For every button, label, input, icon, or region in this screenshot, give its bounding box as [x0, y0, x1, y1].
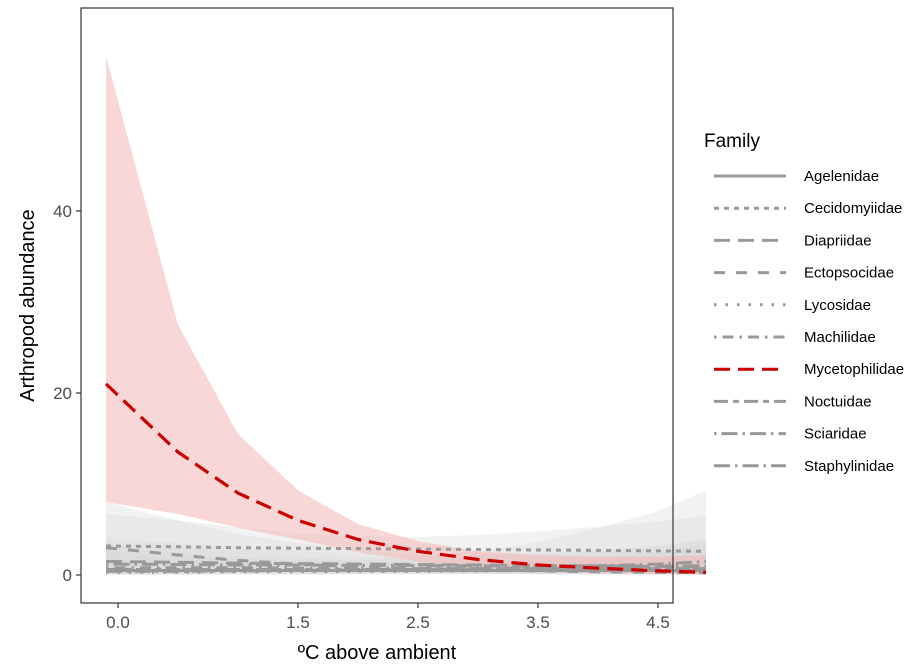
legend-label: Lycosidae [804, 297, 871, 314]
legend-label: Sciaridae [804, 426, 867, 443]
legend-item-lycosidae: Lycosidae [714, 297, 871, 314]
legend-item-machilidae: Machilidae [714, 329, 876, 346]
legend-label: Noctuidae [804, 393, 872, 410]
x-axis-title: ºC above ambient [298, 642, 457, 664]
legend-item-agelenidae: Agelenidae [714, 168, 879, 185]
series-lines [104, 382, 707, 575]
legend: Family Agelenidae Cecidomyiidae Diapriidae… [704, 131, 904, 475]
legend-label: Agelenidae [804, 168, 879, 185]
ribbon-staphylinidae [106, 490, 706, 575]
legend-item-sciaridae: Sciaridae [714, 426, 867, 443]
y-tick-label: 0 [63, 566, 72, 585]
ribbon-ectopsocidae [106, 502, 706, 575]
legend-item-noctuidae: Noctuidae [714, 393, 872, 410]
x-axis: 0.0 1.5 2.5 3.5 4.5 [106, 603, 670, 632]
y-axis: 0 20 40 [53, 202, 81, 585]
legend-label: Cecidomyiidae [804, 200, 902, 217]
x-tick-label: 4.5 [646, 613, 670, 632]
legend-label: Mycetophilidae [804, 361, 904, 378]
y-tick-label: 20 [53, 384, 72, 403]
plot-panel-border [80, 7, 674, 604]
line-cecidomyiidae [105, 544, 707, 553]
legend-item-diapriidae: Diapriidae [714, 232, 872, 249]
legend-item-mycetophilidae: Mycetophilidae [714, 361, 904, 378]
legend-title: Family [704, 131, 760, 152]
legend-label: Ectopsocidae [804, 265, 894, 282]
confidence-ribbons [106, 56, 706, 575]
line-diapriidae [105, 559, 707, 569]
y-axis-title: Arthropod abundance [17, 209, 39, 401]
legend-item-cecidomyiidae: Cecidomyiidae [714, 200, 902, 217]
line-mycetophilidae [104, 382, 707, 574]
legend-label: Machilidae [804, 329, 876, 346]
y-tick-label: 40 [53, 202, 72, 221]
line-lycosidae [106, 567, 707, 574]
ribbon-mycetophilidae [106, 56, 706, 575]
x-tick-label: 0.0 [106, 613, 130, 632]
legend-label: Staphylinidae [804, 458, 894, 475]
legend-item-ectopsocidae: Ectopsocidae [714, 265, 894, 282]
x-tick-label: 2.5 [406, 613, 430, 632]
x-tick-label: 1.5 [286, 613, 310, 632]
legend-item-staphylinidae: Staphylinidae [714, 458, 894, 475]
x-tick-label: 3.5 [526, 613, 550, 632]
legend-label: Diapriidae [804, 232, 872, 249]
